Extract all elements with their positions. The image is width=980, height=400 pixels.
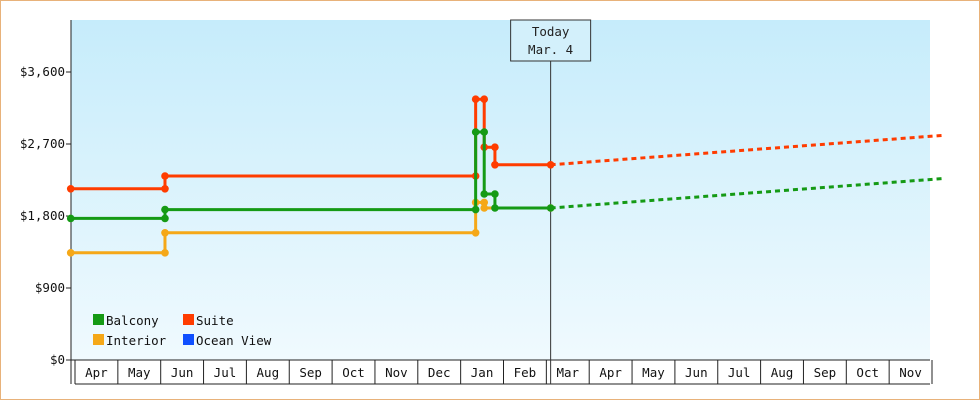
suite-point	[480, 95, 489, 103]
balcony-line	[70, 130, 551, 220]
ocean-view-legend-swatch	[183, 334, 194, 345]
x-tick-label: Jul	[214, 365, 237, 380]
balcony-legend-swatch	[93, 314, 104, 325]
y-tick-label: $0	[50, 352, 65, 367]
x-tick-label: Nov	[385, 365, 408, 380]
x-tick-label: Apr	[599, 365, 622, 380]
y-tick-label: $1,800	[20, 208, 65, 223]
balcony-point	[480, 128, 489, 136]
suite-point	[491, 161, 499, 169]
ocean-view-legend-label: Ocean View	[196, 333, 272, 348]
y-axis: $0 $900 $1,800 $2,700 $3,600	[20, 20, 72, 384]
balcony-forecast-line	[550, 176, 945, 210]
x-tick-label: Jun	[171, 365, 194, 380]
y-tick-label: $900	[35, 280, 65, 295]
y-tick-label: $3,600	[20, 64, 65, 79]
balcony-point	[66, 214, 75, 223]
today-box	[510, 19, 592, 62]
balcony-point	[471, 128, 480, 136]
x-tick-label: May	[128, 365, 151, 380]
x-tick-label: Aug	[257, 365, 280, 380]
interior-point	[161, 249, 169, 257]
series-layer	[66, 95, 945, 257]
suite-point	[66, 185, 75, 193]
interior-point	[480, 198, 489, 207]
balcony-legend-label: Balcony	[106, 313, 159, 328]
x-axis: Apr May Jun Jul Aug Sep Oct Nov Dec Jan Feb Mar Apr M…	[71, 359, 933, 385]
x-tick-label: Sep	[814, 365, 837, 380]
balcony-point	[161, 205, 169, 214]
suite-legend-swatch	[183, 314, 194, 325]
suite-line	[70, 97, 551, 191]
legend: Balcony Suite Interior Ocean View	[93, 313, 272, 348]
x-tick-label: Mar	[556, 365, 579, 380]
today-label: Today	[532, 24, 570, 39]
today-marker: Today Mar. 4	[510, 19, 592, 384]
interior-point	[471, 229, 480, 237]
suite-point	[471, 95, 480, 103]
x-tick-label: Sep	[299, 365, 322, 380]
suite-legend-label: Suite	[196, 313, 234, 328]
x-tick-label: Oct	[342, 365, 365, 380]
interior-point	[480, 204, 489, 212]
interior-point	[161, 229, 169, 237]
x-tick-label: Feb	[514, 365, 537, 380]
x-tick-label: Dec	[428, 365, 451, 380]
x-tick-label: Apr	[85, 365, 108, 380]
x-tick-label: Jun	[685, 365, 708, 380]
interior-point	[66, 249, 75, 257]
x-tick-label: Jul	[728, 365, 751, 380]
x-tick-label: Aug	[771, 365, 794, 380]
plot-area	[71, 20, 930, 360]
y-tick-label: $2,700	[20, 136, 65, 151]
suite-forecast-line	[550, 133, 945, 167]
balcony-point	[471, 205, 480, 214]
suite-point	[161, 172, 169, 180]
x-tick-label: Jan	[471, 365, 494, 380]
x-tick-label: May	[642, 365, 665, 380]
suite-point	[491, 143, 499, 151]
interior-legend-swatch	[93, 334, 104, 345]
balcony-point	[161, 214, 169, 223]
balcony-point	[491, 190, 499, 198]
x-tick-label: Nov	[899, 365, 922, 380]
x-tick-label: Oct	[856, 365, 879, 380]
suite-point	[161, 185, 169, 193]
balcony-point	[480, 190, 489, 198]
balcony-point	[491, 204, 499, 212]
interior-legend-label: Interior	[106, 333, 167, 348]
today-date: Mar. 4	[528, 42, 573, 57]
